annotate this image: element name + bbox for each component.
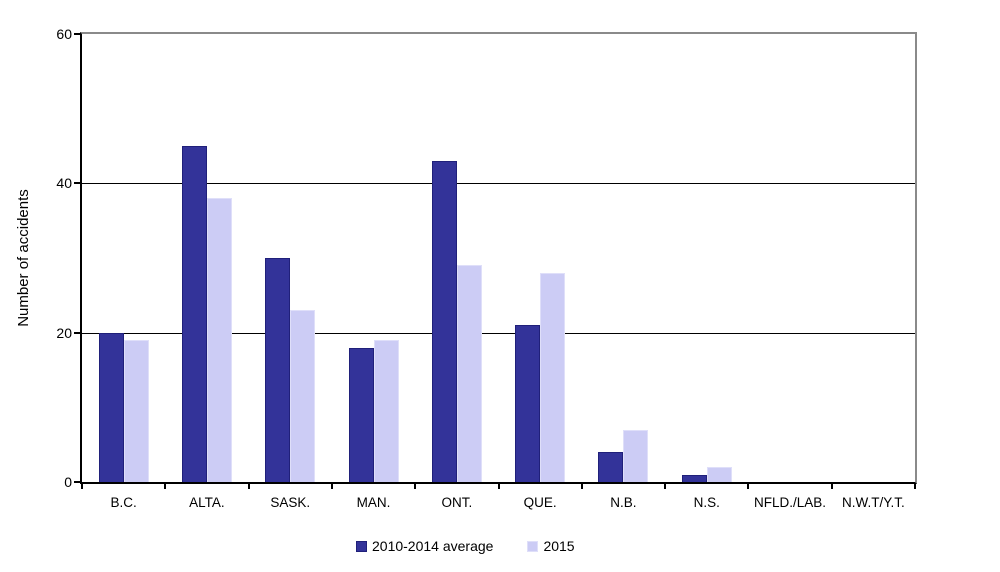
gridline-40: [82, 183, 915, 185]
legend-item-average: 2010-2014 average: [356, 538, 493, 554]
x-tick-0: [81, 484, 83, 489]
y-tick-60: [74, 33, 81, 35]
legend: 2010-2014 average 2015: [356, 538, 575, 554]
x-tick-3: [330, 484, 333, 489]
x-tick-5: [497, 484, 500, 489]
y-tick-label-60: 60: [56, 26, 72, 42]
x-axis-label-man: MAN.: [356, 495, 391, 510]
bar-current-que: [540, 273, 566, 482]
y-tick-0: [74, 481, 81, 483]
bar-average-alta: [181, 146, 207, 482]
bar-average-nb: [598, 452, 624, 482]
x-axis-label-ont: ONT.: [441, 495, 473, 510]
x-axis-label-nfldlab: NFLD./LAB.: [754, 495, 827, 510]
bar-current-nb: [623, 430, 649, 482]
bar-current-ns: [706, 467, 732, 482]
legend-label-2015: 2015: [543, 538, 575, 554]
x-axis-label-ns: N.S.: [693, 495, 720, 510]
y-tick-label-40: 40: [56, 175, 72, 192]
x-axis-label-nb: N.B.: [610, 495, 637, 510]
gridline-20: [82, 332, 915, 334]
x-axis-label-que: QUE.: [523, 495, 557, 510]
x-tick-1: [164, 484, 167, 489]
legend-swatch-2015: [527, 540, 539, 552]
bar-average-sask: [265, 258, 291, 482]
legend-swatch-average: [356, 540, 367, 552]
x-tick-10: [914, 484, 916, 489]
legend-item-2015: 2015: [527, 538, 575, 554]
bar-current-alta: [206, 198, 232, 482]
bar-average-man: [348, 348, 374, 482]
plot-area: [80, 32, 917, 484]
x-tick-8: [747, 484, 750, 489]
x-axis-label-nwtyt: N.W.T/Y.T.: [841, 495, 905, 510]
x-tick-9: [830, 484, 833, 489]
bar-average-ont: [431, 161, 457, 482]
y-tick-label-20: 20: [56, 324, 72, 341]
bar-current-man: [373, 340, 399, 482]
x-tick-4: [414, 484, 417, 489]
x-axis-label-alta: ALTA.: [189, 495, 225, 510]
x-axis-label-sask: SASK.: [270, 495, 311, 510]
bar-current-bc: [123, 340, 149, 482]
x-tick-7: [664, 484, 667, 489]
y-tick-20: [74, 331, 81, 334]
x-tick-2: [247, 484, 250, 489]
x-tick-6: [580, 484, 583, 489]
y-axis-title: Number of accidents: [15, 189, 32, 327]
bar-average-que: [515, 325, 541, 482]
y-tick-label-0: 0: [64, 474, 72, 490]
x-axis-label-bc: B.C.: [110, 495, 137, 510]
legend-label-average: 2010-2014 average: [372, 538, 494, 554]
bar-average-ns: [681, 475, 707, 482]
y-tick-40: [74, 182, 81, 185]
bar-average-bc: [98, 333, 124, 482]
bar-current-ont: [456, 265, 482, 482]
bar-current-sask: [290, 310, 316, 482]
